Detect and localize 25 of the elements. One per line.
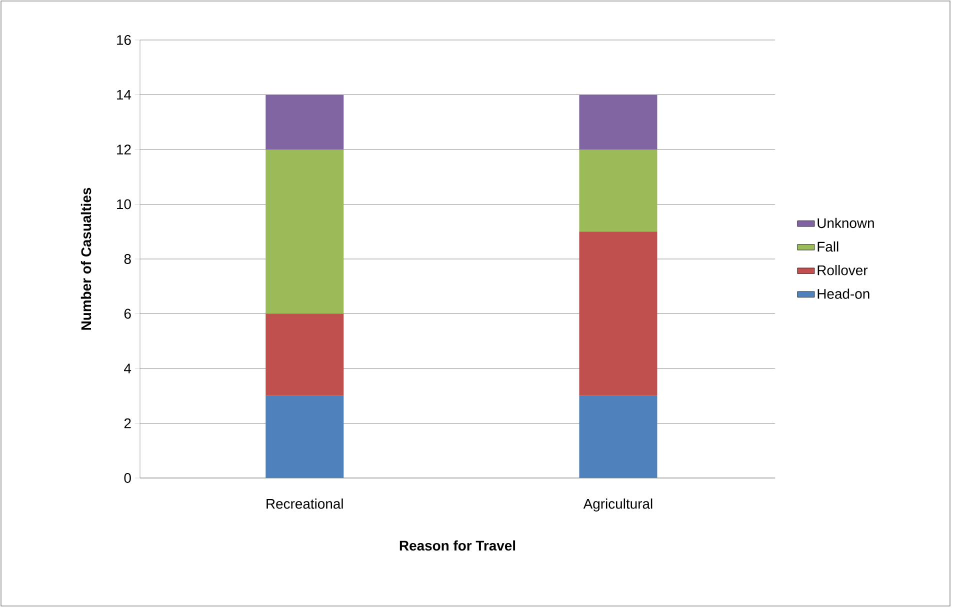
bar bbox=[579, 232, 658, 396]
legend-label: Rollover bbox=[818, 264, 868, 276]
y-tick-label: 4 bbox=[124, 364, 132, 374]
legend-label: Unknown bbox=[818, 218, 874, 228]
y-tick-label: 12 bbox=[117, 144, 131, 154]
bar bbox=[579, 94, 658, 150]
y-tick-label: 16 bbox=[117, 35, 131, 45]
x-tick-label: Recreational bbox=[266, 498, 343, 509]
y-tick-label: 10 bbox=[117, 199, 131, 210]
legend-label: Head-on bbox=[818, 288, 870, 299]
y-tick-label: 6 bbox=[124, 308, 131, 319]
legend-label: Fall bbox=[818, 241, 838, 252]
y-tick-label: 8 bbox=[124, 254, 131, 264]
bar bbox=[266, 94, 344, 150]
x-tick-label: Agricultural bbox=[583, 498, 652, 512]
bar bbox=[266, 314, 344, 396]
bar bbox=[579, 149, 658, 232]
bar bbox=[579, 396, 658, 478]
y-tick-label: 2 bbox=[124, 418, 131, 428]
y-tick-label: 14 bbox=[117, 90, 132, 100]
y-axis-title: Number of Casualties bbox=[80, 188, 92, 330]
bar bbox=[266, 149, 344, 314]
y-tick-label: 0 bbox=[124, 473, 131, 483]
x-axis-title: Reason for Travel bbox=[400, 540, 516, 551]
bar bbox=[266, 396, 344, 478]
